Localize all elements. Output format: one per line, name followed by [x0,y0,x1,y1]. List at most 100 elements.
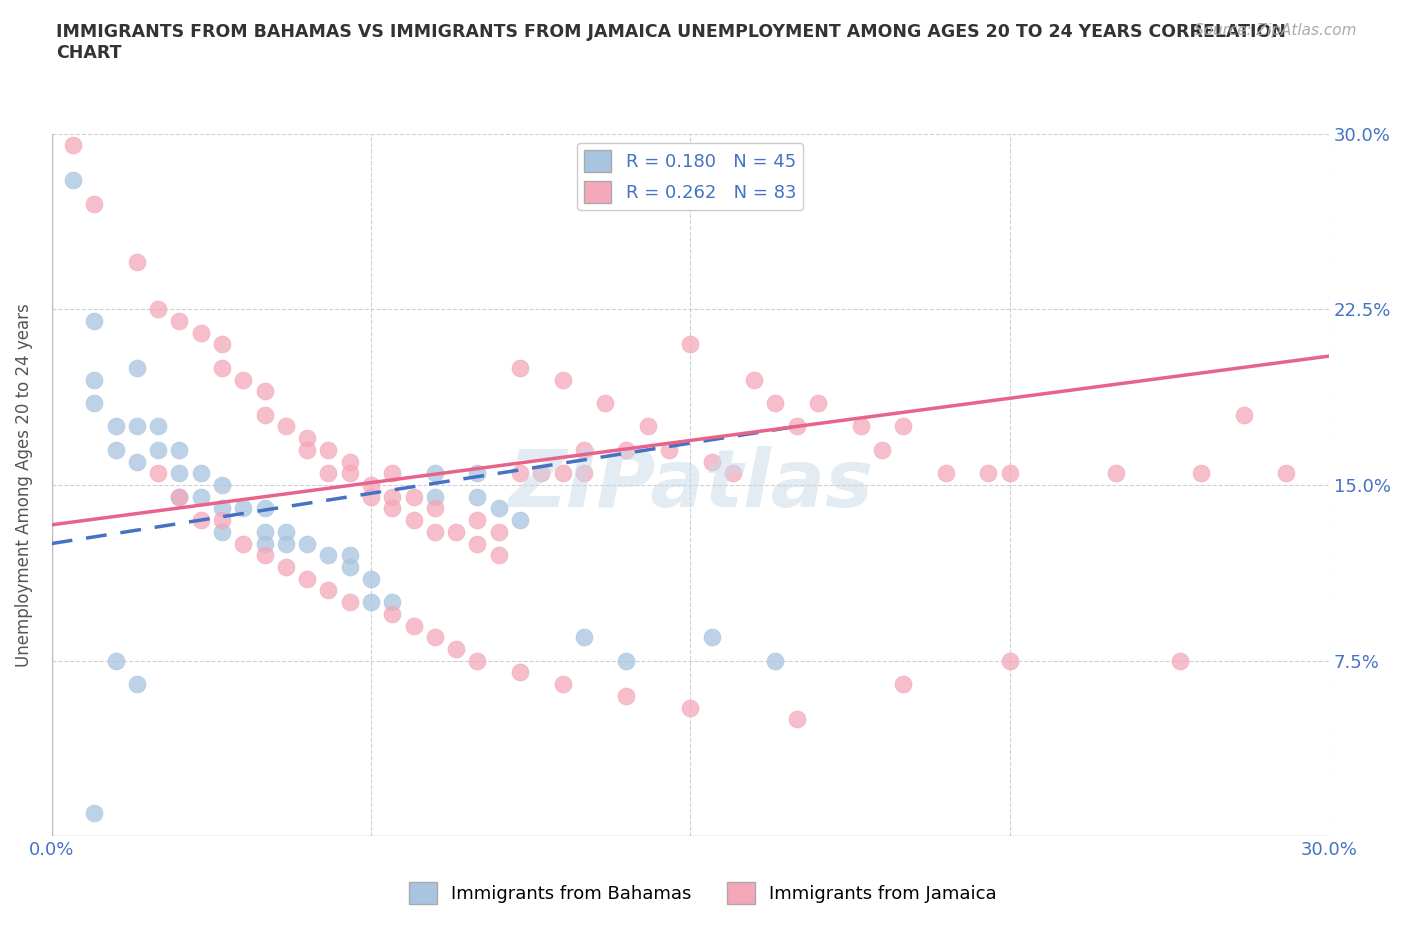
Point [190,512,212,527]
Point [253,548,276,563]
Text: IMMIGRANTS FROM BAHAMAS VS IMMIGRANTS FROM JAMAICA UNEMPLOYMENT AMONG AGES 20 TO: IMMIGRANTS FROM BAHAMAS VS IMMIGRANTS FR… [56,23,1286,62]
Point [891,677,914,692]
Point [232,536,254,551]
Point [1105,466,1128,481]
Point [700,454,723,469]
Point [125,677,148,692]
Point [488,501,510,516]
Point [998,466,1021,481]
Point [146,302,169,317]
Point [423,630,446,644]
Point [104,653,127,668]
Point [339,594,361,609]
Point [146,419,169,434]
Point [572,630,595,644]
Point [423,525,446,539]
Point [551,466,574,481]
Point [146,466,169,481]
Point [849,419,872,434]
Point [509,665,531,680]
Point [104,419,127,434]
Point [616,688,638,703]
Point [551,372,574,387]
Point [572,466,595,481]
Text: ZIPatlas: ZIPatlas [508,446,873,524]
Point [125,361,148,376]
Point [572,443,595,458]
Point [62,138,84,153]
Point [998,653,1021,668]
Point [211,477,233,492]
Point [339,548,361,563]
Point [935,466,957,481]
Point [467,489,489,504]
Point [467,512,489,527]
Point [423,489,446,504]
Point [360,489,382,504]
Point [104,443,127,458]
Point [488,525,510,539]
Point [679,700,702,715]
Point [190,326,212,340]
Point [786,419,808,434]
Point [551,677,574,692]
Point [1275,466,1298,481]
Point [274,536,297,551]
Point [381,501,404,516]
Point [616,443,638,458]
Point [190,466,212,481]
Point [146,443,169,458]
Point [295,431,318,445]
Point [679,337,702,352]
Point [83,372,105,387]
Point [870,443,893,458]
Point [295,443,318,458]
Point [700,630,723,644]
Point [274,525,297,539]
Point [318,466,340,481]
Point [125,454,148,469]
Point [423,501,446,516]
Point [786,711,808,726]
Point [253,501,276,516]
Point [402,512,425,527]
Point [232,372,254,387]
Point [721,466,744,481]
Point [169,489,191,504]
Point [509,361,531,376]
Point [125,419,148,434]
Point [83,805,105,820]
Point [211,512,233,527]
Point [444,525,467,539]
Point [211,337,233,352]
Point [169,466,191,481]
Point [488,548,510,563]
Point [339,454,361,469]
Point [169,489,191,504]
Point [423,466,446,481]
Point [83,196,105,211]
Point [509,512,531,527]
Point [360,571,382,586]
Point [402,489,425,504]
Point [360,594,382,609]
Point [295,536,318,551]
Point [1189,466,1212,481]
Point [1168,653,1191,668]
Point [637,419,659,434]
Point [83,313,105,328]
Point [381,489,404,504]
Point [402,618,425,633]
Point [1233,407,1256,422]
Point [253,536,276,551]
Point [190,489,212,504]
Point [83,395,105,410]
Point [339,466,361,481]
Point [125,255,148,270]
Point [467,466,489,481]
Point [381,606,404,621]
Point [62,173,84,188]
Point [593,395,616,410]
Point [742,372,765,387]
Point [169,443,191,458]
